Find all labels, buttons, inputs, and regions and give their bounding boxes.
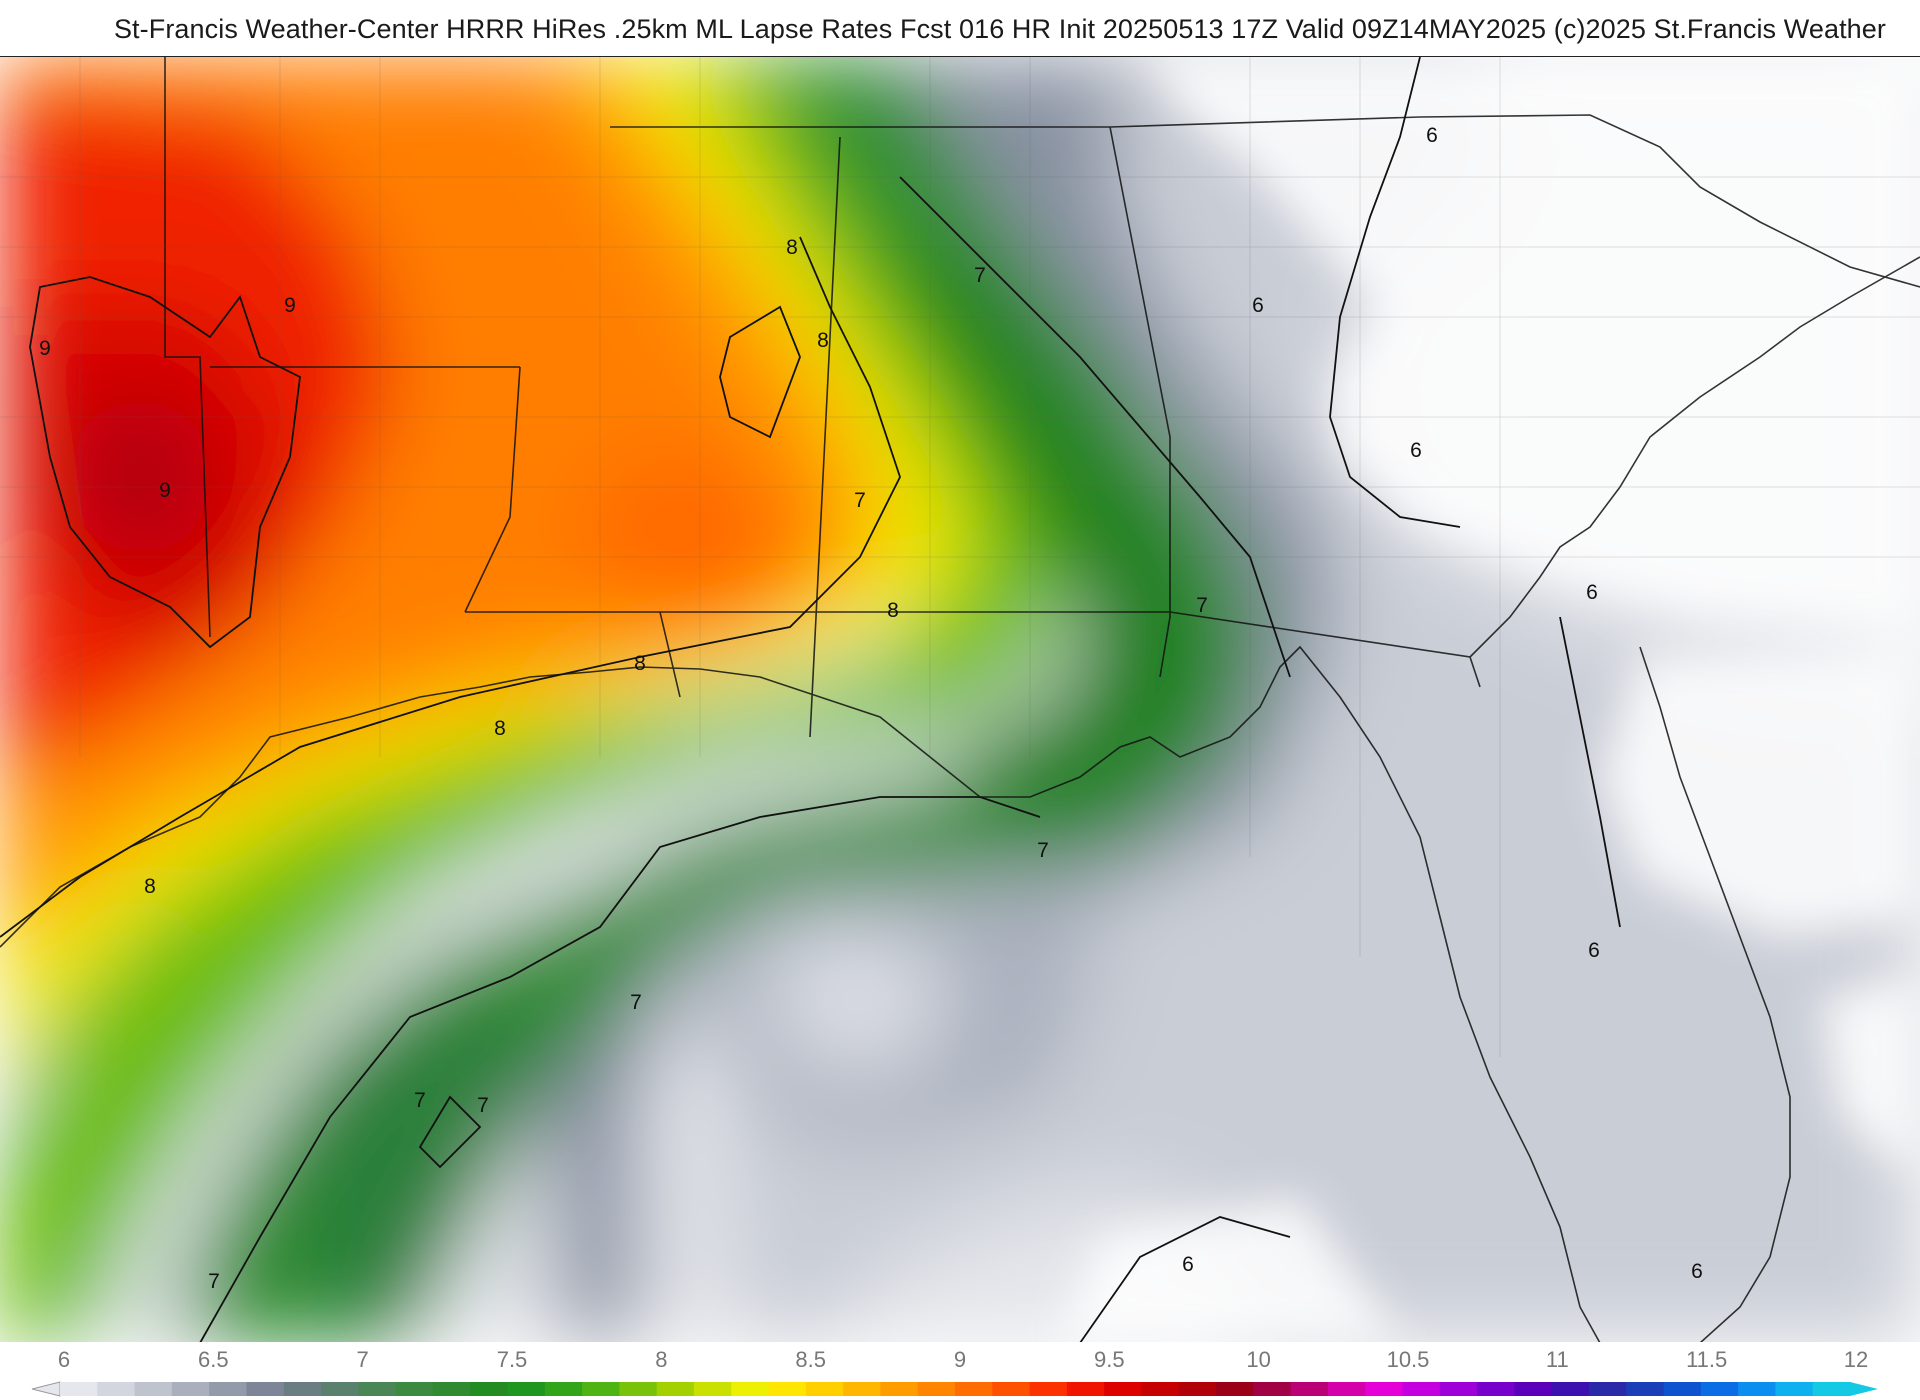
colorbar-swatch (1365, 1382, 1404, 1396)
contour-label: 6 (1410, 439, 1422, 462)
colorbar-tick-label: 11.5 (1686, 1347, 1728, 1372)
colorbar-swatch (171, 1382, 210, 1396)
colorbar-swatch (955, 1382, 993, 1396)
colorbar-swatch (731, 1382, 770, 1396)
contour-label: 7 (414, 1089, 426, 1112)
contour-label: 7 (974, 264, 986, 287)
colorbar-swatch (1290, 1382, 1329, 1396)
contour-lines (0, 57, 1621, 1343)
colorbar-swatch (97, 1382, 136, 1396)
colorbar-swatch (1178, 1382, 1217, 1396)
colorbar-swatch (1663, 1382, 1702, 1396)
contour-label: 6 (1182, 1253, 1194, 1276)
contour-label: 7 (477, 1094, 489, 1117)
colorbar-swatch (619, 1382, 658, 1396)
header-bar: St-Francis Weather-Center HRRR HiRes .25… (0, 0, 1920, 56)
colorbar-swatch (805, 1382, 844, 1396)
contour-label: 6 (1426, 124, 1438, 147)
contour-label: 7 (1037, 839, 1049, 862)
boundaries (0, 57, 1920, 1343)
colorbar-swatch (1588, 1382, 1627, 1396)
colorbar-swatch (246, 1382, 285, 1396)
colorbar-swatch (843, 1382, 882, 1396)
contour-label: 9 (159, 479, 171, 502)
colorbar-swatch (507, 1382, 546, 1396)
contour-label: 8 (817, 329, 829, 352)
colorbar-swatch (1327, 1382, 1366, 1396)
colorbar-swatch (582, 1382, 620, 1396)
colorbar-swatch (917, 1382, 956, 1396)
colorbar-tick-label: 11 (1545, 1347, 1569, 1372)
colorbar-tick-label: 7.5 (496, 1347, 528, 1372)
colorbar-swatch (880, 1382, 919, 1396)
colorbar-swatch (1029, 1382, 1068, 1396)
colorbar-swatch (1551, 1382, 1590, 1396)
colorbar: 6 6.5 7 7.5 8 8.5 9 9.5 10 10.5 11 11.5 12 (0, 1342, 1920, 1400)
colorbar-scale (31, 1381, 1878, 1397)
colorbar-swatch (134, 1382, 173, 1396)
colorbar-swatch (1477, 1382, 1515, 1396)
contour-label: 8 (786, 236, 798, 259)
lapse-rate-detail (1060, 57, 1920, 1343)
colorbar-swatch (321, 1382, 359, 1396)
contour-label: 9 (39, 337, 51, 360)
contour-label: 6 (1586, 581, 1598, 604)
colorbar-swatch (1439, 1382, 1478, 1396)
colorbar-swatch (1066, 1382, 1105, 1396)
colorbar-swatch (1141, 1382, 1180, 1396)
colorbar-tick-label: 10 (1246, 1347, 1271, 1372)
colorbar-swatch (1738, 1382, 1777, 1396)
colorbar-swatch (992, 1382, 1031, 1396)
colorbar-tick-label: 7 (356, 1347, 369, 1372)
contour-label: 8 (634, 652, 646, 675)
contour-label: 8 (144, 875, 156, 898)
colorbar-swatch (358, 1382, 397, 1396)
colorbar-swatch (432, 1382, 471, 1396)
colorbar-low-arrow (31, 1381, 61, 1397)
contour-label: 7 (1196, 594, 1208, 617)
colorbar-tick-label: 9.5 (1094, 1347, 1125, 1372)
colorbar-tick-label: 9 (953, 1347, 967, 1372)
colorbar-high-arrow (1850, 1382, 1878, 1396)
colorbar-swatch (1216, 1382, 1254, 1396)
colorbar-tick-label: 10.5 (1386, 1347, 1430, 1372)
colorbar-tick-label: 6.5 (198, 1347, 229, 1372)
colorbar-swatch (60, 1382, 98, 1396)
colorbar-swatch (768, 1382, 807, 1396)
colorbar-swatch (209, 1382, 248, 1396)
colorbar-swatch (1514, 1382, 1553, 1396)
colorbar-swatch (283, 1382, 322, 1396)
contour-labels: 9 9 9 8 8 8 8 8 8 7 7 7 7 7 7 7 7 6 6 6 … (39, 124, 1703, 1293)
colorbar-tick-label: 8.5 (795, 1347, 826, 1372)
contour-label: 7 (208, 1270, 220, 1293)
map-panel[interactable]: 9 9 9 8 8 8 8 8 8 7 7 7 7 7 7 7 7 6 6 6 … (0, 56, 1920, 1344)
colorbar-swatch (693, 1382, 732, 1396)
colorbar-swatch (1700, 1382, 1739, 1396)
colorbar-tick-label: 8 (655, 1347, 668, 1372)
contour-label: 6 (1252, 294, 1264, 317)
colorbar-tick-label: 12 (1843, 1347, 1869, 1372)
contour-label: 7 (854, 489, 866, 512)
map-title: St-Francis Weather-Center HRRR HiRes .25… (113, 14, 1886, 44)
colorbar-swatch (1402, 1382, 1441, 1396)
colorbar-swatch (544, 1382, 583, 1396)
colorbar-swatch (1253, 1382, 1292, 1396)
colorbar-swatch (1775, 1382, 1814, 1396)
colorbar-swatch (1812, 1382, 1851, 1396)
contour-label: 9 (284, 294, 296, 317)
lapse-rate-map: 9 9 9 8 8 8 8 8 8 7 7 7 7 7 7 7 7 6 6 6 … (0, 57, 1920, 1343)
contour-label: 6 (1588, 939, 1600, 962)
contour-label: 7 (630, 991, 642, 1014)
contour-label: 8 (494, 717, 506, 740)
colorbar-swatch (1104, 1382, 1143, 1396)
colorbar-swatch (656, 1382, 695, 1396)
colorbar-tick-label: 6 (57, 1347, 71, 1372)
colorbar-swatch (470, 1382, 509, 1396)
county-grid (0, 57, 1920, 1057)
colorbar-swatch (395, 1382, 434, 1396)
colorbar-swatch (1626, 1382, 1665, 1396)
contour-label: 8 (887, 599, 899, 622)
contour-label: 6 (1691, 1260, 1703, 1283)
